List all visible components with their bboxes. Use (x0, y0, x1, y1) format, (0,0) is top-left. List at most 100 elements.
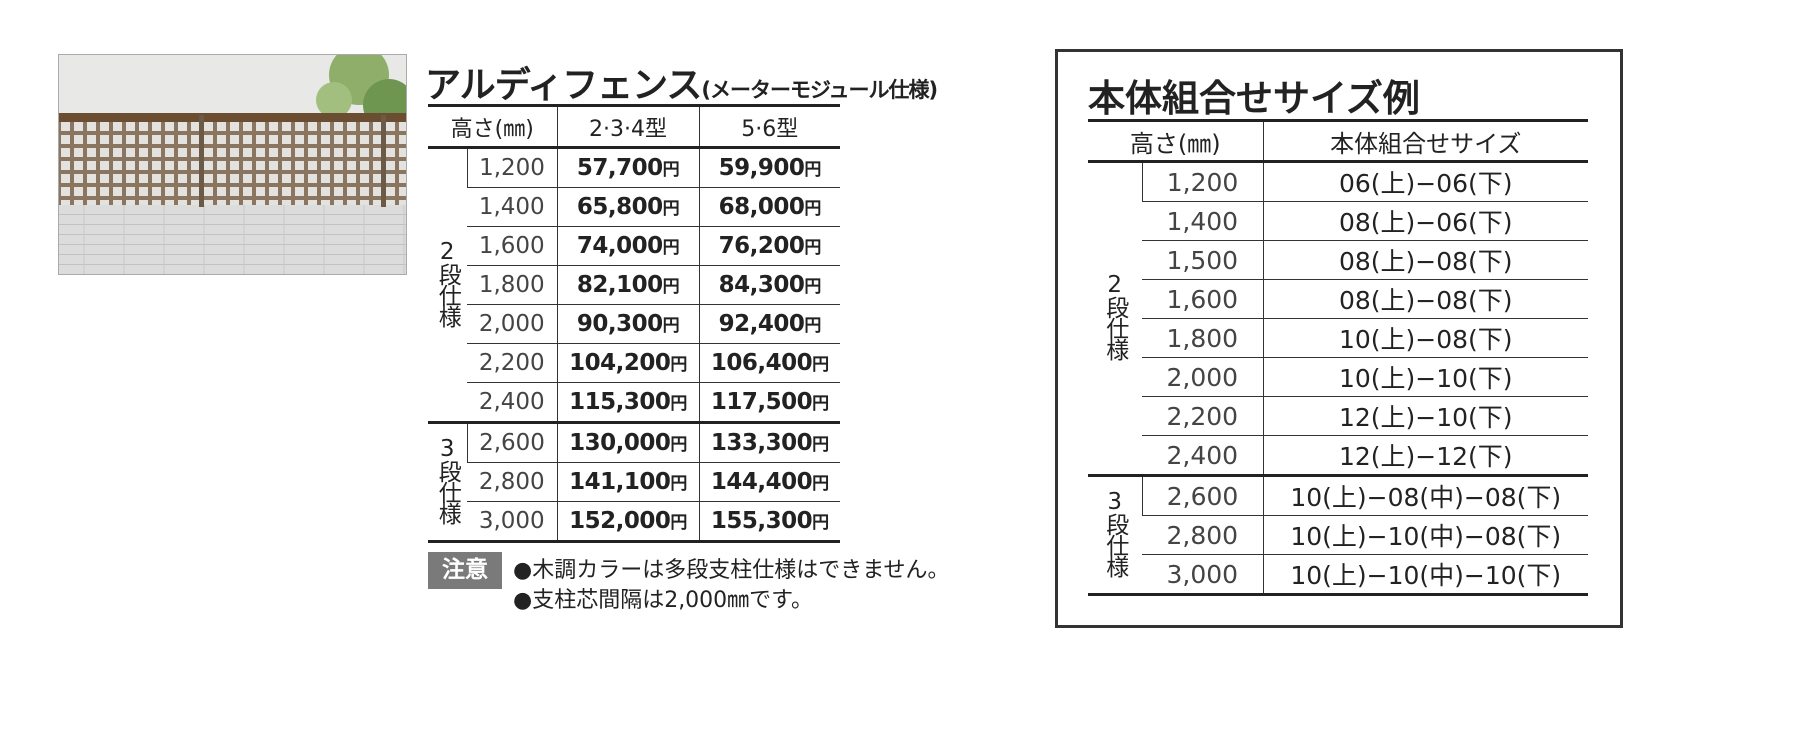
height-cell: 1,400 (467, 187, 558, 227)
size-cell: 10(上)−10(中)−10(下) (1262, 554, 1589, 596)
price-unit: 円 (812, 355, 829, 375)
price-cell: 106,400円 (698, 343, 841, 383)
price-unit: 円 (812, 474, 829, 494)
row: 2,400 12(上)−12(下) (1088, 435, 1589, 477)
size-cell: 12(上)−12(下) (1262, 435, 1589, 477)
price-unit: 円 (804, 160, 821, 180)
price-unit: 円 (804, 238, 821, 258)
size-cell: 06(上)−06(下) (1262, 161, 1589, 202)
price: 90,300 (576, 311, 663, 337)
row: 3,000 152,000円 155,300円 (428, 501, 841, 543)
row: 2段仕様 1,200 57,700円 59,900円 (428, 147, 841, 424)
height-cell: 2,800 (1142, 515, 1264, 555)
note: ●木調カラーは多段支柱仕様はできません。 (513, 558, 950, 583)
height-cell: 2,000 (1142, 357, 1264, 397)
price: 76,200 (718, 233, 805, 259)
price: 130,000 (569, 430, 671, 456)
price-cell: 82,100円 (556, 265, 700, 305)
row: 2,200 104,200円 106,400円 (428, 343, 841, 383)
price-table: 高さ(㎜) 2·3·4型 5·6型 2段仕様 1,200 57,700円 59,900円 1,… (428, 104, 841, 543)
group-label: 3段仕様 (1101, 488, 1128, 576)
height-cell: 2,000 (467, 304, 558, 344)
price: 152,000 (569, 508, 671, 534)
price: 106,400 (710, 350, 813, 376)
price-unit: 円 (812, 513, 829, 533)
price-unit: 円 (812, 435, 829, 455)
price-unit: 円 (670, 355, 687, 375)
group-label: 3段仕様 (434, 435, 461, 523)
price: 65,800 (576, 194, 663, 220)
column-header: 本体組合せサイズ (1262, 119, 1589, 163)
row: 1,400 08(上)−06(下) (1088, 201, 1589, 241)
price-unit: 円 (662, 238, 680, 258)
price-unit: 円 (662, 277, 680, 297)
price-unit: 円 (812, 394, 829, 414)
price-unit: 円 (670, 513, 687, 533)
row: 2,200 12(上)−10(下) (1088, 396, 1589, 436)
price-cell: 130,000円 (556, 421, 700, 463)
price-unit: 円 (662, 316, 680, 336)
price: 74,000 (576, 233, 663, 259)
price-cell: 92,400円 (698, 304, 841, 344)
column-header: 高さ(㎜) (1088, 119, 1264, 163)
price: 104,200 (569, 350, 671, 376)
height-cell: 1,200 (466, 147, 558, 188)
price-unit: 円 (670, 435, 687, 455)
price-unit: 円 (670, 474, 687, 494)
price-unit: 円 (804, 277, 821, 297)
price-cell: 152,000円 (556, 501, 700, 543)
price-cell: 68,000円 (698, 187, 841, 227)
size-title: 本体組合せサイズ例 (1088, 77, 1420, 120)
fence-photo (58, 54, 407, 275)
price-cell: 117,500円 (698, 382, 841, 424)
price-cell: 133,300円 (698, 421, 841, 463)
height-cell: 2,400 (467, 382, 558, 424)
price-unit: 円 (662, 199, 680, 219)
size-cell: 10(上)−08(中)−08(下) (1262, 474, 1589, 516)
row: 3段仕様 2,600 10(上)−08(中)−08(下) (1088, 474, 1589, 596)
height-cell: 2,800 (467, 462, 558, 502)
price: 133,300 (710, 430, 813, 456)
price: 117,500 (710, 389, 813, 415)
price-cell: 115,300円 (556, 382, 700, 424)
size-cell: 10(上)−10(下) (1262, 357, 1589, 397)
price: 84,300 (718, 272, 805, 298)
group-cell: 3段仕様 (428, 421, 467, 543)
group-cell: 2段仕様 (1088, 161, 1142, 477)
size-cell: 08(上)−08(下) (1262, 240, 1589, 280)
size-cell: 10(上)−10(中)−08(下) (1262, 515, 1589, 555)
size-cell: 08(上)−08(下) (1262, 279, 1589, 319)
row: 2,400 115,300円 117,500円 (428, 382, 841, 424)
row: 1,800 10(上)−08(下) (1088, 318, 1589, 358)
size-cell: 10(上)−08(下) (1262, 318, 1589, 358)
height-cell: 2,200 (467, 343, 558, 383)
group-cell: 3段仕様 (1088, 474, 1142, 596)
price-cell: 141,100円 (556, 462, 700, 502)
price-cell: 76,200円 (698, 226, 841, 266)
height-cell: 3,000 (1142, 554, 1264, 596)
column-header: 2·3·4型 (556, 104, 700, 149)
price: 155,300 (710, 508, 813, 534)
size-cell: 12(上)−10(下) (1262, 396, 1589, 436)
height-cell: 2,600 (1141, 474, 1264, 516)
row: 3段仕様 2,600 130,000円 133,300円 (428, 421, 841, 543)
price: 59,900 (718, 155, 805, 181)
height-cell: 2,600 (466, 421, 558, 463)
height-cell: 1,400 (1142, 201, 1264, 241)
row: 3,000 10(上)−10(中)−10(下) (1088, 554, 1589, 596)
row: 2,800 10(上)−10(中)−08(下) (1088, 515, 1589, 555)
group-label: 2段仕様 (434, 238, 461, 326)
price-cell: 59,900円 (698, 147, 841, 188)
row: 2,000 10(上)−10(下) (1088, 357, 1589, 397)
price-cell: 74,000円 (556, 226, 700, 266)
notes-label: 注意 (428, 552, 502, 589)
height-cell: 1,800 (1142, 318, 1264, 358)
height-cell: 1,600 (467, 226, 558, 266)
price: 92,400 (718, 311, 805, 337)
row: 1,500 08(上)−08(下) (1088, 240, 1589, 280)
column-header: 5·6型 (698, 104, 841, 149)
height-cell: 2,400 (1142, 435, 1264, 477)
row: 2,800 141,100円 144,400円 (428, 462, 841, 502)
